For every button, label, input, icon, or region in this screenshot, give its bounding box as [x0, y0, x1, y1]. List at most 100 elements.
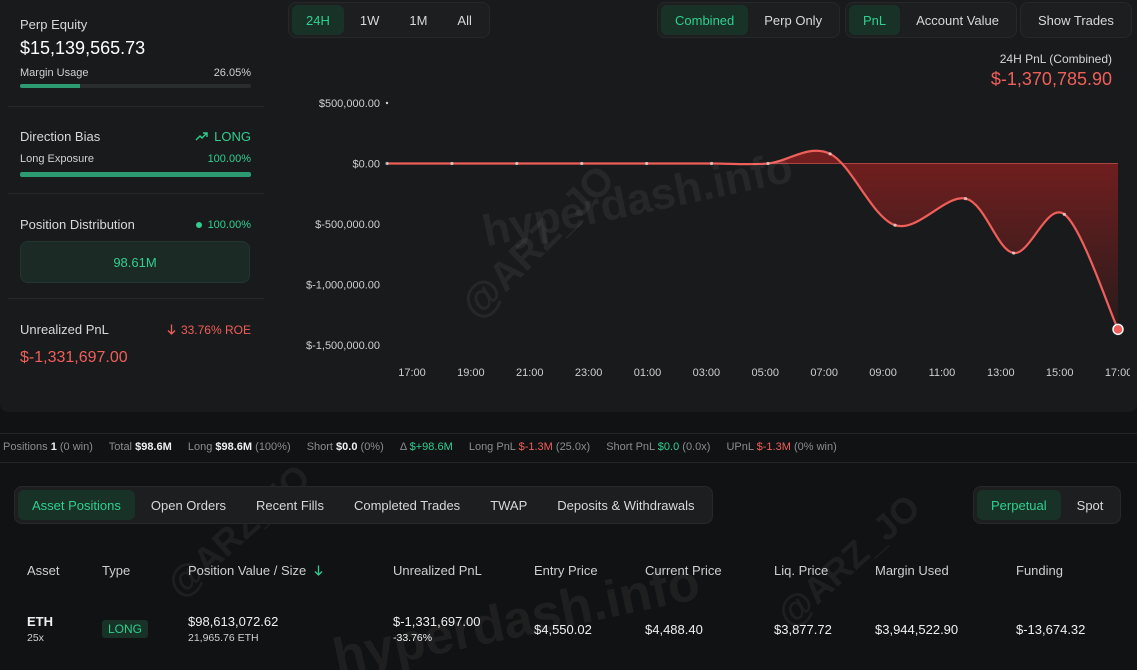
position-distribution-value: 100.00% [207, 218, 251, 231]
long-exposure-value: 100.00% [207, 153, 251, 165]
data-point [450, 161, 454, 166]
unrealized-pnl-section: Unrealized PnL 33.76% ROE $-1,331,697.00 [20, 322, 251, 367]
delta-value: $+98.6M [409, 441, 453, 453]
margin-usage-label: Margin Usage [20, 67, 89, 79]
column-header-position-value[interactable]: Position Value / Size [188, 563, 323, 578]
range-tab-all[interactable]: All [457, 12, 472, 28]
long-pnl-label: Long PnL [468, 441, 516, 453]
short-pct: (0%) [360, 441, 384, 453]
x-tick-label: 07:00 [810, 367, 838, 379]
y-tick-label: $0.00 [352, 159, 380, 171]
current-point-marker [1112, 323, 1124, 336]
asset-leverage: 25x [27, 632, 44, 644]
margin-used: $3,944,522.90 [875, 622, 959, 637]
pnl-chart-value: $-1,370,785.90 [990, 69, 1112, 89]
tab-completed-trades[interactable]: Completed Trades [353, 497, 461, 513]
upnl-pct: (0% win) [793, 441, 837, 453]
divider [8, 298, 264, 299]
range-tab-24h[interactable]: 24H [292, 5, 344, 35]
total-label: Total [108, 441, 133, 453]
long-pct: (100%) [255, 441, 291, 453]
position-size: 21,965.76 ETH [188, 632, 259, 644]
data-point [893, 223, 897, 227]
column-header-margin-used[interactable]: Margin Used [875, 563, 949, 578]
pnl-chart-title: 24H PnL (Combined) [999, 52, 1112, 66]
column-header-position-value-label: Position Value / Size [188, 563, 307, 578]
tab-spot[interactable]: Spot [1076, 497, 1104, 513]
metric-selector: PnL Account Value [845, 2, 1018, 38]
position-value: $98,613,072.62 [188, 614, 279, 629]
short-pnl-value: $0.0 [657, 441, 680, 453]
tab-twap[interactable]: TWAP [490, 497, 528, 513]
long-exposure-fill [20, 172, 251, 177]
scope-tab-perp-only[interactable]: Perp Only [764, 12, 823, 28]
data-point [963, 196, 968, 201]
x-tick-label: 17:00 [398, 367, 426, 379]
show-trades-button[interactable]: Show Trades [1038, 12, 1114, 28]
tab-perpetual[interactable]: Perpetual [977, 490, 1061, 520]
column-header-type[interactable]: Type [102, 563, 131, 578]
current-price: $4,488.40 [645, 622, 703, 637]
position-distribution-box: 98.61M [20, 241, 250, 283]
column-header-asset[interactable]: Asset [27, 563, 60, 578]
short-value: $0.0 [336, 441, 358, 453]
divider [0, 462, 1137, 463]
direction-bias-section: Direction Bias LONG Long Exposure 100.00… [20, 129, 251, 177]
x-tick-label: 21:00 [516, 367, 544, 379]
y-tick-label: $-1,000,000.00 [306, 280, 380, 292]
positions-summary-bar: Positions 1 (0 win) Total $98.6M Long $9… [3, 441, 850, 453]
unrealized-pnl-label: Unrealized PnL [20, 322, 109, 337]
pnl-chart[interactable]: $500,000.00 $0.00 $-500,000.00 $-1,000,000.… [290, 90, 1130, 390]
trend-up-icon [195, 132, 208, 141]
divider [8, 193, 264, 194]
column-header-current-price[interactable]: Current Price [645, 563, 722, 578]
dot-icon [195, 221, 202, 228]
short-pnl-x: (0.0x) [682, 441, 711, 453]
data-point [1011, 251, 1016, 255]
column-header-funding[interactable]: Funding [1016, 563, 1063, 578]
margin-usage-bar [20, 84, 251, 88]
divider [0, 433, 1137, 434]
tab-recent-fills[interactable]: Recent Fills [256, 497, 324, 513]
range-tab-1w[interactable]: 1W [359, 12, 380, 28]
top-panel: Perp Equity $15,139,565.73 Margin Usage … [8, 0, 1132, 412]
y-axis-marker [385, 101, 389, 105]
metric-tab-pnl[interactable]: PnL [849, 5, 901, 35]
column-header-liq-price[interactable]: Liq. Price [774, 563, 829, 578]
metric-tab-account-value[interactable]: Account Value [916, 12, 1000, 28]
long-label: Long [187, 441, 213, 453]
tab-open-orders[interactable]: Open Orders [150, 497, 227, 513]
tab-deposits-withdrawals[interactable]: Deposits & Withdrawals [557, 497, 695, 513]
watermark: @ARZ_JO [768, 486, 928, 636]
market-type-selector: Perpetual Spot [973, 486, 1122, 524]
x-tick-label: 19:00 [457, 367, 485, 379]
row-unrealized-pnl-pct: -33.76% [393, 632, 433, 644]
y-tick-label: $-1,500,000.00 [306, 340, 380, 352]
perp-equity-label: Perp Equity [20, 17, 88, 32]
pnl-area-fill [387, 150, 1118, 330]
account-summary-panel: Perp Equity $15,139,565.73 Margin Usage … [8, 0, 264, 412]
x-tick-label: 03:00 [693, 367, 721, 379]
x-tick-label: 17:00 [1105, 367, 1130, 379]
data-point [385, 161, 389, 166]
unrealized-roe: 33.76% ROE [180, 322, 251, 337]
column-header-entry-price[interactable]: Entry Price [534, 563, 598, 578]
direction-bias-value: LONG [214, 129, 251, 144]
watermark: @ARZ_JO [158, 456, 318, 606]
positions-tab-bar: Asset Positions Open Orders Recent Fills… [14, 486, 713, 524]
show-trades-toggle: Show Trades [1020, 2, 1132, 38]
upnl-value: $-1.3M [756, 441, 791, 453]
entry-price: $4,550.02 [534, 622, 592, 637]
short-label: Short [306, 441, 333, 453]
arrow-down-icon [314, 565, 323, 576]
range-tab-1m[interactable]: 1M [409, 12, 428, 28]
data-point [709, 161, 714, 166]
y-tick-label: $500,000.00 [319, 98, 380, 110]
margin-usage-fill [20, 84, 81, 88]
y-tick-label: $-500,000.00 [315, 219, 380, 231]
tab-asset-positions[interactable]: Asset Positions [18, 490, 135, 520]
column-header-unrealized-pnl[interactable]: Unrealized PnL [393, 563, 482, 578]
scope-tab-combined[interactable]: Combined [661, 5, 749, 35]
x-tick-label: 11:00 [929, 367, 956, 379]
position-distribution-amount: 98.61M [113, 254, 157, 270]
